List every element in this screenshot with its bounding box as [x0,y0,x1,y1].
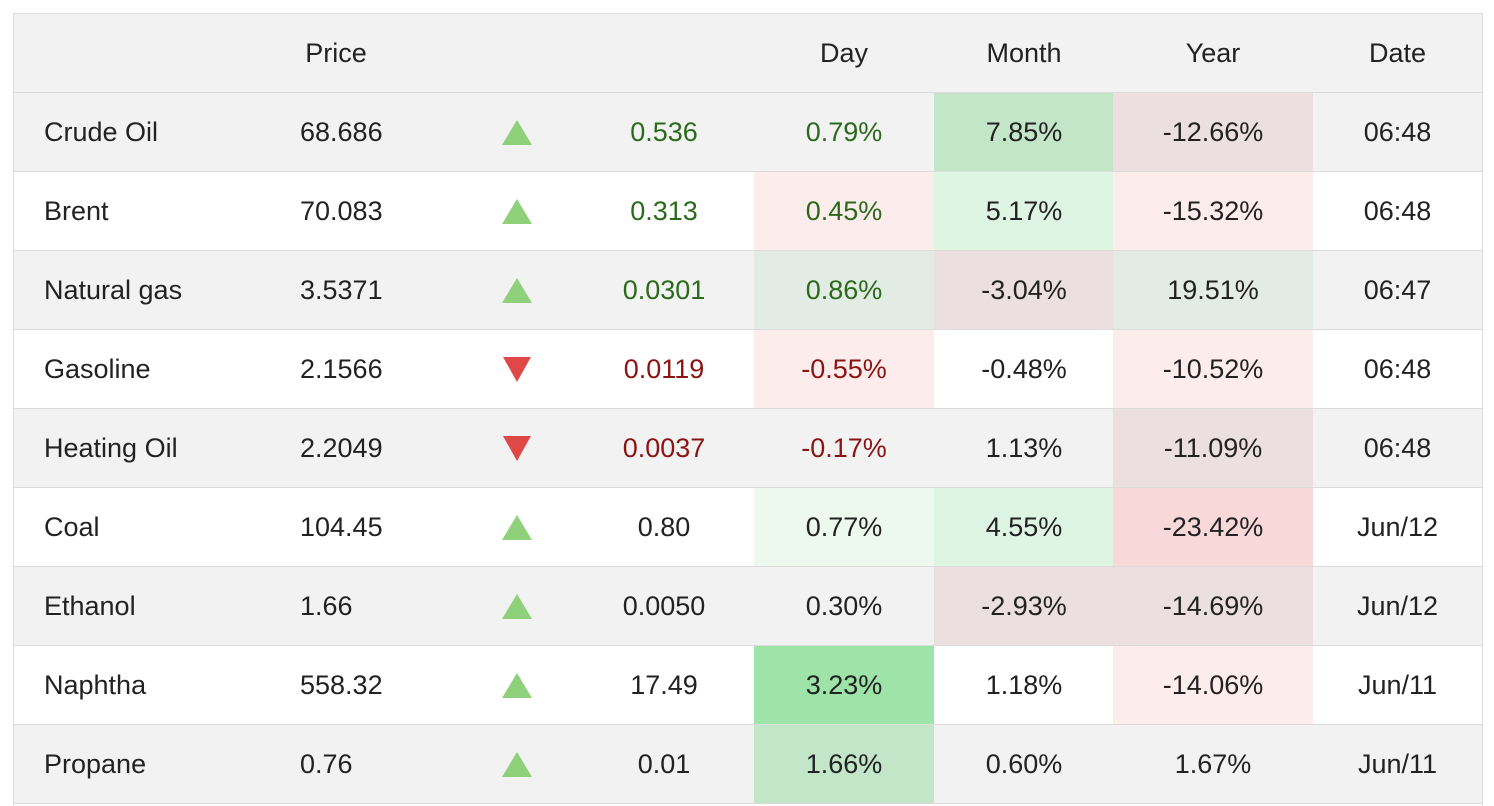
table-row: Brent 70.083 0.313 0.45% 5.17% -15.32% 06:48 [14,172,1482,251]
change-value: 0.0050 [622,590,706,621]
table-row: Crude Oil 68.686 0.536 0.79% 7.85% -12.66% 06:… [14,93,1482,172]
price-value: 558.32 [300,669,383,700]
year-change-percent: -14.06% [1113,646,1313,724]
month-change-percent: 1.13% [985,432,1063,463]
month-change-percent: 7.85% [934,93,1114,171]
commodities-table: Price Day Month Year Date Crude Oil 68.68… [13,13,1483,806]
table-row: Naphtha 558.32 17.49 3.23% 1.18% -14.06% Jun/1… [14,646,1482,725]
header-date: Date [1368,37,1427,68]
day-change-percent: 0.79% [805,116,883,147]
commodity-name-link[interactable]: Heating Oil [44,432,178,463]
price-value: 68.686 [300,116,383,147]
day-change-percent: 0.30% [805,590,883,621]
change-value: 0.0119 [623,353,705,384]
price-value: 0.76 [300,748,353,779]
commodity-name-link[interactable]: Ethanol [44,590,136,621]
commodity-name-link[interactable]: Propane [44,748,147,779]
date-value: Jun/12 [1356,590,1439,621]
day-change-percent: 1.66% [754,725,934,803]
price-value: 2.1566 [300,353,383,384]
change-value: 17.49 [630,669,698,700]
month-change-percent: -3.04% [934,251,1114,329]
date-value: Jun/11 [1357,748,1438,779]
direction-cell [487,172,547,250]
triangle-up-icon [502,277,532,303]
date-value: 06:47 [1363,274,1432,305]
triangle-down-icon [503,435,531,461]
day-change-percent: 0.77% [754,488,934,566]
change-value: 0.313 [630,195,698,226]
header-year: Year [1185,37,1241,68]
direction-cell [487,488,547,566]
triangle-up-icon [502,672,532,698]
table-row: Natural gas 3.5371 0.0301 0.86% -3.04% 19.51%… [14,251,1482,330]
change-value: 0.536 [630,116,698,147]
table-header-row: Price Day Month Year Date [14,14,1482,93]
date-value: 06:48 [1363,432,1432,463]
table-row: Ethanol 1.66 0.0050 0.30% -2.93% -14.69% Jun/1… [14,567,1482,646]
month-change-percent: 4.55% [934,488,1114,566]
day-change-percent: -0.17% [801,432,887,463]
year-change-percent: 19.51% [1113,251,1313,329]
header-price: Price [305,37,367,68]
table-row: Coal 104.45 0.80 0.77% 4.55% -23.42% Jun/12 [14,488,1482,567]
year-change-percent: -23.42% [1113,488,1313,566]
day-change-percent: 0.45% [754,172,934,250]
month-change-percent: 0.60% [985,748,1063,779]
header-day: Day [819,37,868,68]
triangle-down-icon [503,356,531,382]
year-change-percent: -14.69% [1113,567,1313,645]
change-value: 0.0301 [622,274,706,305]
price-value: 3.5371 [300,274,383,305]
header-month: Month [986,37,1062,68]
date-value: 06:48 [1363,116,1432,147]
direction-cell [487,646,547,724]
commodity-name-link[interactable]: Brent [44,195,109,226]
price-value: 1.66 [300,590,353,621]
table-row: Propane 0.76 0.01 1.66% 0.60% 1.67% Jun/11 [14,725,1482,804]
change-value: 0.0037 [622,432,706,463]
date-value: Jun/11 [1357,669,1438,700]
triangle-up-icon [502,119,532,145]
year-change-percent: 1.67% [1174,748,1252,779]
month-change-percent: -0.48% [981,353,1067,384]
direction-cell [487,725,547,803]
triangle-up-icon [502,593,532,619]
commodity-name-link[interactable]: Gasoline [44,353,151,384]
table-row: Gasoline 2.1566 0.0119 -0.55% -0.48% -10.52% 0… [14,330,1482,409]
triangle-up-icon [502,198,532,224]
direction-cell [487,330,547,408]
triangle-up-icon [502,514,532,540]
direction-cell [487,409,547,487]
commodity-name-link[interactable]: Crude Oil [44,116,159,147]
month-change-percent: 1.18% [985,669,1063,700]
day-change-percent: 0.86% [754,251,934,329]
triangle-up-icon [502,751,532,777]
price-value: 104.45 [300,511,383,542]
price-value: 2.2049 [300,432,383,463]
date-value: 06:48 [1363,353,1432,384]
year-change-percent: -11.09% [1113,409,1313,487]
month-change-percent: 5.17% [934,172,1114,250]
direction-cell [487,93,547,171]
change-value: 0.01 [637,748,691,779]
direction-cell [487,251,547,329]
change-value: 0.80 [637,511,691,542]
price-value: 70.083 [300,195,383,226]
date-value: 06:48 [1363,195,1432,226]
commodity-name-link[interactable]: Natural gas [44,274,183,305]
day-change-percent: -0.55% [754,330,934,408]
commodity-name-link[interactable]: Naphtha [44,669,147,700]
year-change-percent: -12.66% [1113,93,1313,171]
date-value: Jun/12 [1356,511,1439,542]
commodity-name-link[interactable]: Coal [44,511,100,542]
year-change-percent: -10.52% [1113,330,1313,408]
month-change-percent: -2.93% [934,567,1114,645]
day-change-percent: 3.23% [754,646,934,724]
year-change-percent: -15.32% [1113,172,1313,250]
direction-cell [487,567,547,645]
table-row: Heating Oil 2.2049 0.0037 -0.17% 1.13% -11.09… [14,409,1482,488]
